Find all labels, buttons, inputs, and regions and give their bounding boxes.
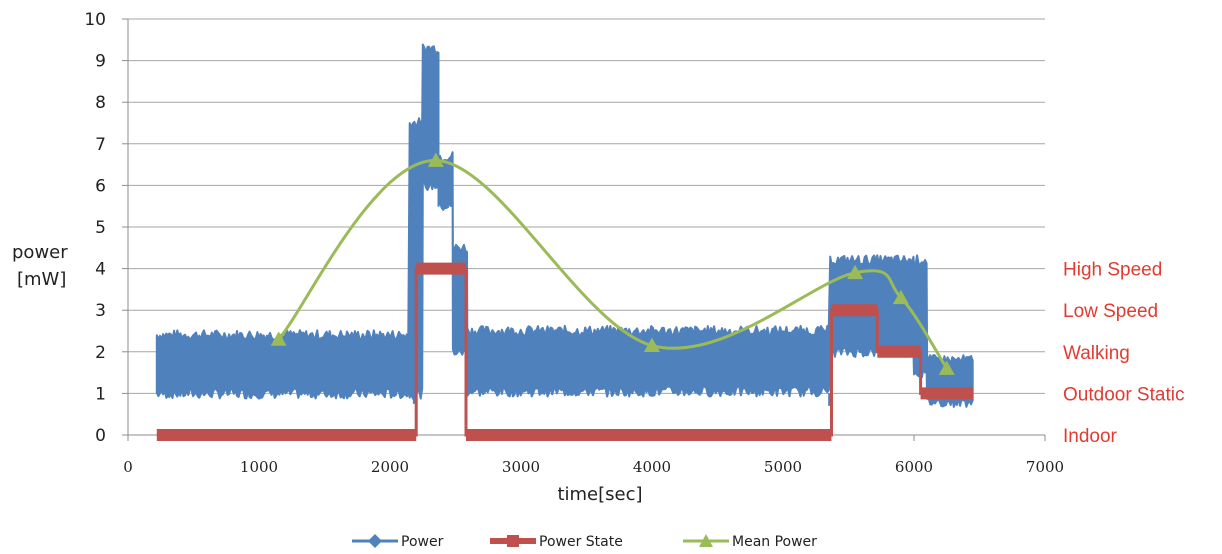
x-tick-label: 3000: [502, 458, 540, 476]
y-axis-ticks: 0 1 2 3 4 5 6 7 8 9 10: [84, 10, 106, 446]
state-label: High Speed: [1063, 260, 1162, 281]
mean-power-series: [270, 152, 955, 375]
y-axis-title-line1: power: [12, 242, 68, 263]
legend-label: Mean Power: [732, 534, 817, 550]
y-tick-label: 8: [95, 93, 106, 113]
y-tick-label: 10: [84, 10, 106, 30]
y-tick-label: 9: [95, 52, 106, 72]
y-tick-label: 0: [95, 426, 106, 446]
x-axis-ticks: 0 1000 2000 3000 4000 5000 6000 7000: [123, 435, 1064, 476]
state-label: Walking: [1063, 343, 1130, 364]
y-tick-label: 5: [95, 218, 106, 238]
power-state-line: [156, 267, 973, 437]
x-tick-label: 0: [123, 458, 133, 476]
x-tick-label: 7000: [1026, 458, 1064, 476]
mean-power-point: [427, 152, 444, 167]
mean-power-point: [938, 360, 955, 375]
mean-power-point: [847, 264, 864, 280]
x-tick-label: 5000: [764, 458, 802, 476]
legend-marker: [368, 534, 382, 548]
legend-label: Power: [401, 534, 444, 550]
legend: Power Power State Mean Power: [352, 534, 817, 550]
x-tick-label: 1000: [240, 458, 278, 476]
legend-marker: [507, 535, 519, 547]
state-label: Indoor: [1063, 426, 1118, 447]
legend-label: Power State: [539, 534, 623, 550]
x-axis-title: time[sec]: [557, 484, 642, 505]
power-series: [155, 43, 974, 408]
y-tick-label: 3: [95, 301, 106, 321]
y-tick-label: 2: [95, 343, 106, 363]
y-tick-label: 6: [95, 176, 106, 196]
state-label: Outdoor Static: [1063, 384, 1184, 405]
x-tick-label: 2000: [371, 458, 409, 476]
mean-power-point: [892, 289, 909, 305]
state-labels: High Speed Low Speed Walking Outdoor Static…: [1063, 260, 1184, 447]
y-tick-label: 4: [95, 260, 106, 280]
state-label: Low Speed: [1063, 301, 1158, 322]
power-state-series: [156, 262, 973, 441]
x-tick-label: 6000: [895, 458, 933, 476]
mean-power-point: [270, 331, 287, 346]
y-tick-label: 1: [95, 384, 106, 404]
legend-marker: [699, 534, 713, 547]
mean-power-point: [644, 337, 660, 352]
power-band-area: [155, 43, 974, 408]
y-tick-label: 7: [95, 135, 106, 155]
x-tick-label: 4000: [633, 458, 671, 476]
y-axis-title-line2: [mW]: [17, 269, 66, 290]
